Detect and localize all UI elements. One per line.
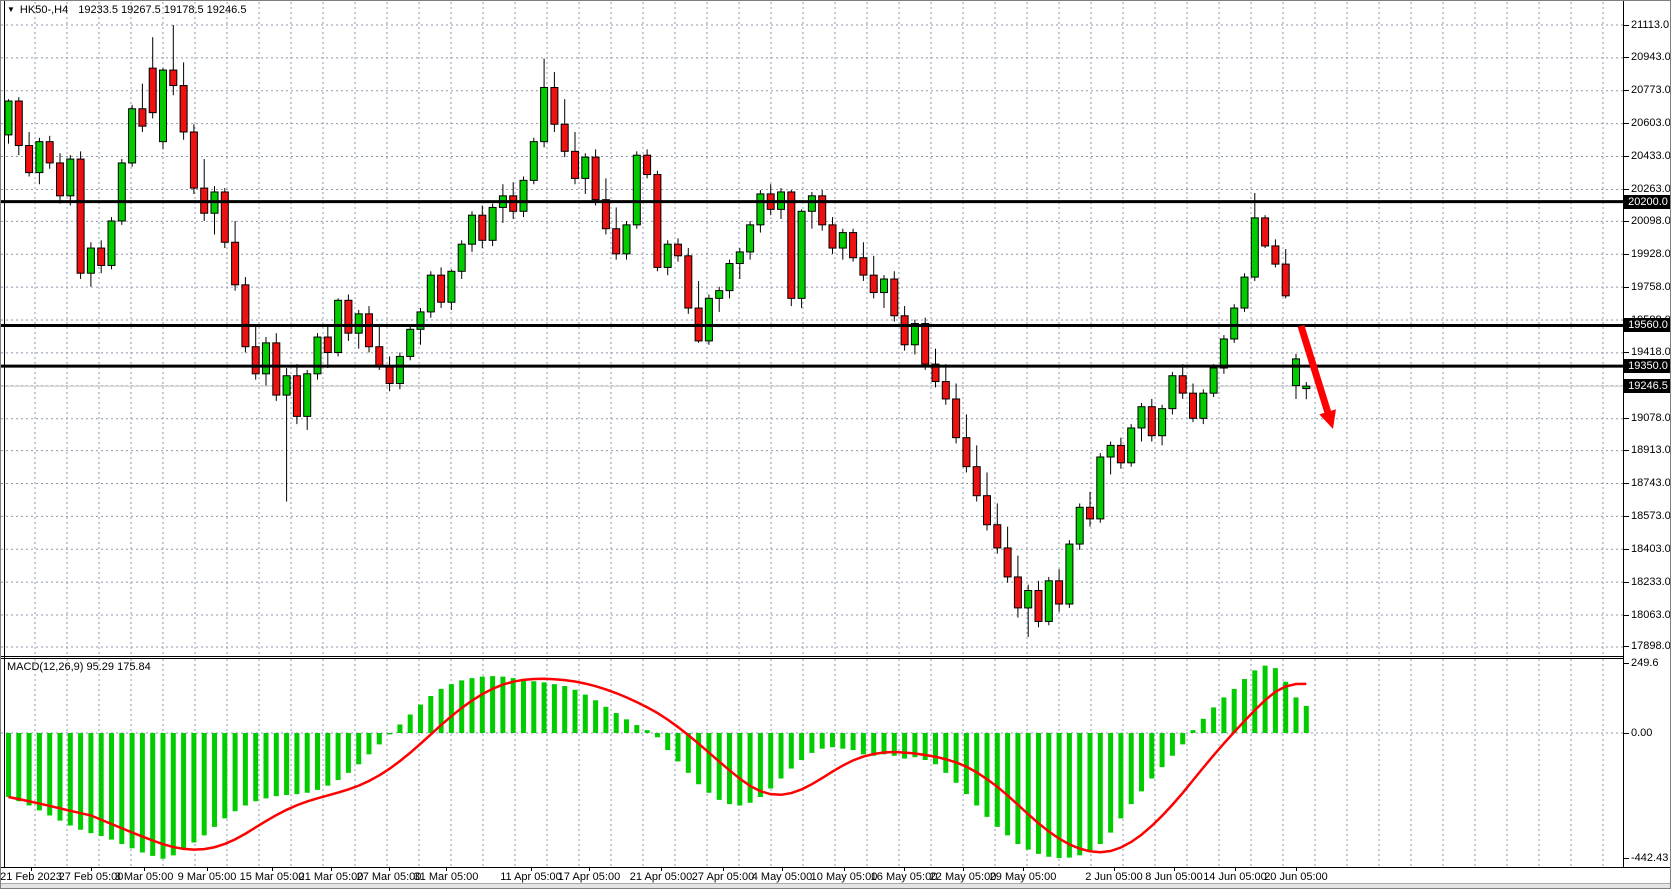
time-tick-mark <box>331 868 332 871</box>
trend-arrow-annotation[interactable] <box>1319 409 1336 429</box>
time-tick-label: 8 Jun 05:00 <box>1145 871 1203 883</box>
time-tick-mark <box>782 868 783 871</box>
time-tick-label: 27 Mar 05:00 <box>356 871 422 883</box>
time-tick-label: 21 Apr 05:00 <box>629 871 693 883</box>
time-tick-label: 31 Mar 05:00 <box>413 871 479 883</box>
macd-main-value: 95.29 <box>86 661 115 673</box>
time-tick-mark <box>31 868 32 871</box>
macd-scale-label: 249.6 <box>1624 656 1659 669</box>
time-tick-mark <box>904 868 905 871</box>
chart-left-border <box>4 1 5 867</box>
price-tick-label: 19758.0 <box>1624 280 1671 293</box>
price-tick-label: 18743.0 <box>1624 477 1671 489</box>
price-tick-label: 18913.0 <box>1624 444 1671 457</box>
chart-header: ▼ HK50-,H4 19233.5 19267.5 19178.5 19246… <box>7 3 246 16</box>
time-tick-mark <box>91 868 92 871</box>
price-tick-label: 21113.0 <box>1623 18 1670 31</box>
time-tick-mark <box>446 868 447 871</box>
time-axis[interactable]: 21 Feb 2023 27 Feb 05:00 3 Mar 05:00 9 Mar … <box>0 867 1670 884</box>
price-tick-label: 17898.0 <box>1624 640 1671 653</box>
time-tick-mark <box>1114 868 1115 871</box>
main-chart-canvas[interactable] <box>1 1 1624 659</box>
time-tick-mark <box>531 868 532 871</box>
macd-indicator-canvas[interactable] <box>1 659 1624 867</box>
time-tick-label: 11 Apr 05:00 <box>500 871 562 883</box>
symbol-period-label: HK50-,H4 <box>19 3 69 16</box>
time-tick-label: 20 Jun 05:00 <box>1264 871 1328 883</box>
time-tick-label: 17 Apr 05:00 <box>557 871 621 883</box>
time-tick-mark <box>1296 868 1297 871</box>
time-tick-label: 21 Feb 2023 <box>0 871 62 883</box>
time-tick-mark <box>661 868 662 871</box>
window-bottom-strip <box>1 883 1670 888</box>
price-tick-label: 20773.0 <box>1624 84 1671 97</box>
time-tick-mark <box>144 868 145 871</box>
macd-header: MACD(12,26,9) 95.29 175.84 <box>7 661 151 673</box>
time-tick-label: 4 May 05:00 <box>751 871 813 883</box>
price-tick-label: 20433.0 <box>1624 150 1671 163</box>
time-tick-mark <box>1174 868 1175 871</box>
price-tick-label: 19928.0 <box>1624 247 1671 260</box>
time-tick-label: 3 Mar 05:00 <box>114 871 174 883</box>
level-price-badge: 20200.0 <box>1624 194 1670 209</box>
time-tick-label: 14 Jun 05:00 <box>1203 871 1267 883</box>
time-tick-label: 10 May 05:00 <box>810 871 878 883</box>
time-tick-label: 27 Apr 05:00 <box>691 871 755 883</box>
time-tick-label: 22 May 05:00 <box>929 871 997 883</box>
price-axis[interactable]: 21113.0 20943.0 20773.0 20603.0 20433.0 20263… <box>1623 1 1671 867</box>
time-tick-mark <box>963 868 964 871</box>
price-tick-label: 19078.0 <box>1624 412 1671 425</box>
price-tick-label: 18063.0 <box>1624 608 1671 621</box>
price-tick-label: 20098.0 <box>1624 214 1671 227</box>
level-price-badge: 19350.0 <box>1624 359 1670 374</box>
time-tick-mark <box>389 868 390 871</box>
quote-ohlc-label: 19233.5 19267.5 19178.5 19246.5 <box>78 3 247 16</box>
time-tick-label: 27 Feb 05:00 <box>58 871 124 883</box>
macd-scale-label: 0.00 <box>1623 726 1653 739</box>
macd-signal-value: 175.84 <box>117 661 151 673</box>
price-tick-label: 19418.0 <box>1624 346 1671 359</box>
current-price-badge: 19246.5 <box>1624 379 1670 394</box>
macd-panel-top-border <box>1 658 1624 659</box>
time-tick-mark <box>1023 868 1024 871</box>
price-tick-label: 20603.0 <box>1624 117 1671 130</box>
price-tick-label: 18403.0 <box>1624 542 1671 555</box>
time-tick-label: 29 May 05:00 <box>989 871 1057 883</box>
chart-right-border <box>1623 1 1624 867</box>
time-tick-mark <box>844 868 845 871</box>
time-tick-mark <box>723 868 724 871</box>
price-tick-label: 20263.0 <box>1624 182 1671 195</box>
time-tick-mark <box>589 868 590 871</box>
panel-separator[interactable] <box>1 656 1624 657</box>
macd-indicator-label: MACD(12,26,9) <box>7 661 84 673</box>
chevron-down-icon[interactable]: ▼ <box>7 5 15 14</box>
time-tick-label: 16 May 05:00 <box>870 871 938 883</box>
time-tick-label: 9 Mar 05:00 <box>177 871 237 883</box>
time-tick-label: 15 Mar 05:00 <box>239 871 305 883</box>
time-tick-label: 2 Jun 05:00 <box>1085 871 1143 883</box>
price-tick-label: 20943.0 <box>1624 51 1671 64</box>
time-tick-label: 21 Mar 05:00 <box>298 871 364 883</box>
price-tick-label: 18233.0 <box>1624 575 1671 588</box>
level-price-badge: 19560.0 <box>1624 318 1670 333</box>
time-tick-mark <box>1235 868 1236 871</box>
time-tick-mark <box>272 868 273 871</box>
price-tick-label: 18573.0 <box>1624 509 1671 522</box>
macd-scale-label: -442.43 <box>1623 852 1669 865</box>
time-tick-mark <box>207 868 208 871</box>
